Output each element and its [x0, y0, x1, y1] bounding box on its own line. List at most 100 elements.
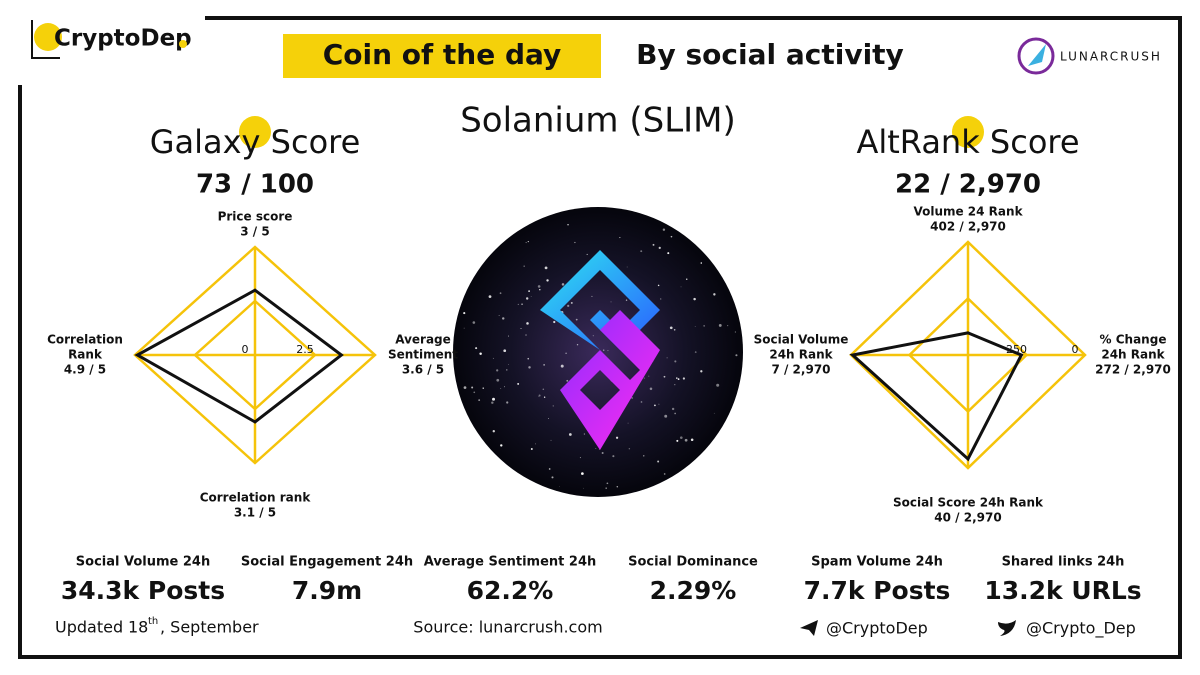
star — [669, 326, 673, 330]
source: Source: lunarcrush.com — [413, 618, 602, 637]
star — [567, 304, 570, 307]
stat-value: 62.2% — [467, 576, 554, 605]
star — [680, 286, 682, 288]
subtitle: By social activity — [636, 38, 904, 71]
star — [610, 301, 612, 303]
stat-label: Social Volume 24h — [76, 555, 210, 570]
radar-shape — [134, 288, 344, 424]
tick-label: 250 — [1006, 343, 1027, 356]
star — [538, 396, 539, 398]
radar-score: 73 / 100 — [196, 170, 314, 200]
radar-title: AltRank Score — [856, 123, 1079, 161]
axis-name: 24h Rank — [769, 348, 833, 362]
telegram: @CryptoDep — [826, 619, 928, 638]
star — [734, 331, 737, 333]
partner: LUNARCRUSH — [1060, 50, 1162, 64]
star — [527, 357, 530, 360]
star — [488, 295, 492, 298]
star — [544, 266, 548, 270]
star — [592, 335, 594, 337]
star — [478, 399, 481, 401]
star — [627, 422, 629, 424]
star — [525, 242, 527, 244]
twitter-icon — [998, 620, 1016, 636]
star — [583, 487, 584, 489]
star — [676, 439, 679, 442]
stat-value: 2.29% — [650, 576, 737, 605]
twitter: @Crypto_Dep — [1026, 619, 1136, 639]
star — [601, 452, 604, 455]
axis-name: % Change — [1100, 333, 1167, 347]
star — [463, 327, 465, 329]
star — [595, 447, 597, 449]
star — [581, 472, 584, 475]
star — [565, 352, 567, 354]
star — [527, 241, 529, 243]
star — [575, 318, 578, 321]
star — [551, 476, 554, 479]
stat-label: Shared links 24h — [1002, 555, 1125, 570]
star — [548, 468, 551, 470]
star — [520, 328, 522, 330]
star — [508, 335, 509, 337]
star — [591, 295, 593, 297]
star — [694, 326, 696, 328]
coin-name: Solanium (SLIM) — [460, 101, 736, 141]
star — [567, 224, 569, 226]
star — [542, 388, 545, 390]
coin-logo — [540, 250, 660, 450]
star — [498, 314, 500, 316]
star — [603, 349, 605, 351]
star — [673, 328, 676, 331]
radar-title: Galaxy Score — [150, 123, 361, 161]
star — [684, 438, 688, 442]
star — [500, 388, 502, 389]
title: Coin of the day — [323, 38, 562, 71]
radar-shape — [849, 331, 1024, 462]
star — [559, 486, 560, 487]
date-month: , September — [160, 618, 259, 637]
partner-icon — [1017, 37, 1055, 75]
star — [616, 485, 619, 488]
star — [657, 460, 660, 463]
star — [506, 401, 509, 404]
star — [703, 325, 705, 327]
tick-label: 2.5 — [296, 343, 314, 356]
star — [491, 401, 494, 404]
star — [670, 235, 673, 238]
stat-value: 13.2k URLs — [984, 576, 1141, 605]
star — [652, 243, 655, 246]
star — [543, 396, 546, 398]
star — [662, 228, 666, 231]
star — [561, 283, 565, 286]
star — [625, 299, 628, 301]
axis-name: Rank — [68, 348, 103, 362]
title-dot — [239, 116, 271, 148]
star — [674, 412, 676, 415]
star — [552, 405, 554, 407]
axis-value: 7 / 2,970 — [771, 363, 830, 377]
star — [718, 324, 722, 327]
star — [473, 391, 476, 394]
star — [492, 430, 495, 433]
axis-name: Price score — [218, 210, 293, 224]
star — [648, 375, 650, 377]
star — [735, 354, 738, 357]
partner-rocket — [1028, 44, 1046, 66]
stat-label: Social Dominance — [628, 555, 758, 570]
star — [628, 448, 631, 450]
logo-corner — [31, 20, 60, 59]
star — [496, 378, 500, 382]
star — [482, 387, 484, 389]
tick-label: 0 — [1072, 343, 1079, 356]
star — [539, 289, 541, 291]
star — [700, 262, 703, 264]
axis-value: 4.9 / 5 — [64, 363, 106, 377]
star — [619, 236, 621, 239]
star — [663, 375, 666, 378]
star — [503, 349, 507, 353]
star — [643, 455, 645, 457]
star — [574, 241, 576, 244]
star — [713, 412, 715, 414]
star — [640, 250, 643, 253]
